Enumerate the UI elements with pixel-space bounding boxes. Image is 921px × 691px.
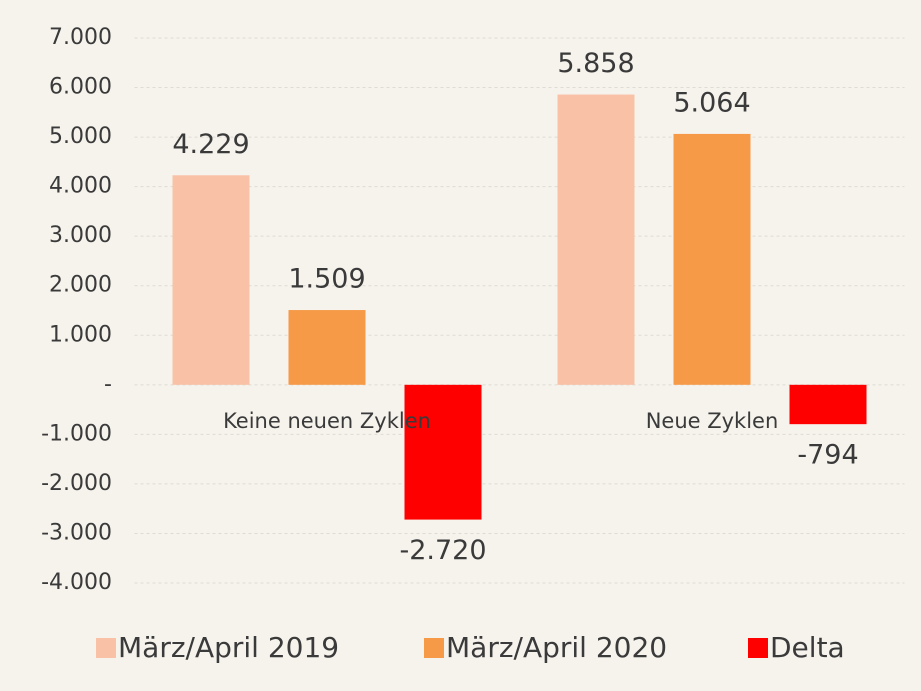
legend-label: Delta bbox=[770, 631, 845, 664]
data-label: -2.720 bbox=[399, 535, 486, 566]
y-tick-label: -1.000 bbox=[41, 421, 112, 446]
legend-swatch bbox=[748, 638, 768, 658]
y-tick-label: 3.000 bbox=[49, 223, 112, 248]
data-label: 4.229 bbox=[172, 129, 249, 160]
legend-swatch bbox=[96, 638, 116, 658]
y-tick-label: 5.000 bbox=[49, 124, 112, 149]
y-tick-label: 7.000 bbox=[49, 25, 112, 50]
y-tick-label: - bbox=[104, 372, 112, 397]
data-label: 5.858 bbox=[557, 48, 634, 79]
data-label: 5.064 bbox=[673, 87, 750, 118]
y-tick-label: 1.000 bbox=[49, 322, 112, 347]
y-tick-label: 4.000 bbox=[49, 174, 112, 199]
legend-label: März/April 2019 bbox=[118, 631, 339, 664]
bar bbox=[789, 384, 867, 425]
x-tick-label: Neue Zyklen bbox=[646, 409, 779, 433]
legend-label: März/April 2020 bbox=[446, 631, 667, 664]
bar bbox=[673, 133, 751, 385]
y-tick-label: 6.000 bbox=[49, 75, 112, 100]
bar bbox=[172, 175, 250, 385]
y-tick-label: 2.000 bbox=[49, 273, 112, 298]
data-label: 1.509 bbox=[288, 264, 365, 295]
bar bbox=[404, 384, 482, 520]
y-tick-label: -2.000 bbox=[41, 471, 112, 496]
x-tick-label: Keine neuen Zyklen bbox=[223, 409, 431, 433]
bar bbox=[557, 94, 635, 385]
data-label: -794 bbox=[797, 440, 858, 471]
y-tick-label: -3.000 bbox=[41, 520, 112, 545]
bar bbox=[288, 310, 366, 385]
y-tick-label: -4.000 bbox=[41, 570, 112, 595]
legend-swatch bbox=[424, 638, 444, 658]
